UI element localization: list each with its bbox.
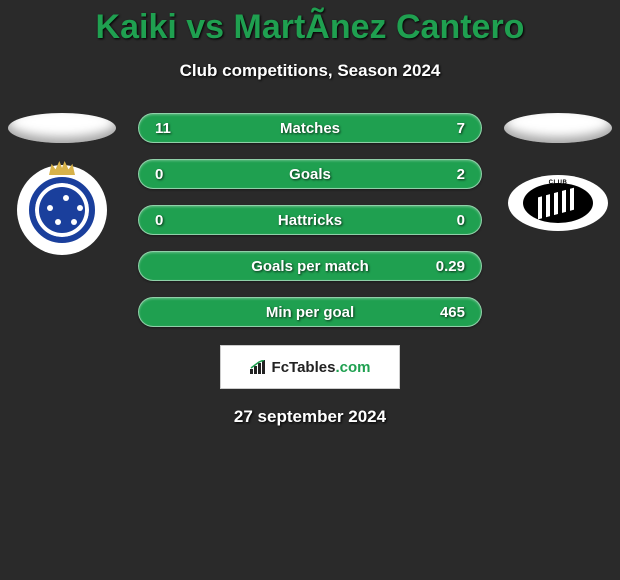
- main-row: 11 Matches 7 0 Goals 2 0 Hattricks 0 Goa…: [0, 113, 620, 327]
- stat-label: Hattricks: [278, 212, 342, 229]
- stat-right-value: 465: [440, 304, 465, 321]
- subtitle: Club competitions, Season 2024: [0, 61, 620, 81]
- left-player-column: [8, 113, 116, 255]
- stat-label: Goals per match: [251, 258, 369, 275]
- date-label: 27 september 2024: [0, 407, 620, 427]
- stat-row-goals-per-match: Goals per match 0.29: [138, 251, 482, 281]
- bar-chart-icon: [250, 360, 268, 374]
- stat-right-value: 7: [457, 120, 465, 137]
- brand-text: FcTables.com: [272, 359, 371, 376]
- crown-icon: [49, 161, 75, 175]
- comparison-card: Kaiki vs MartÃ­nez Cantero Club competit…: [0, 0, 620, 427]
- stat-right-value: 0: [457, 212, 465, 229]
- stat-row-hattricks: 0 Hattricks 0: [138, 205, 482, 235]
- stat-left-value: 11: [155, 120, 171, 137]
- brand-badge[interactable]: FcTables.com: [220, 345, 400, 389]
- stat-row-matches: 11 Matches 7: [138, 113, 482, 143]
- left-flag-icon: [8, 113, 116, 143]
- crest-inner: [29, 177, 95, 243]
- stat-row-goals: 0 Goals 2: [138, 159, 482, 189]
- stat-label: Matches: [280, 120, 340, 137]
- stat-label: Min per goal: [266, 304, 354, 321]
- stat-left-value: 0: [155, 212, 163, 229]
- stat-left-value: 0: [155, 166, 163, 183]
- stripes-icon: [538, 187, 578, 220]
- page-title: Kaiki vs MartÃ­nez Cantero: [0, 8, 620, 47]
- stat-right-value: 2: [457, 166, 465, 183]
- brand-domain: .com: [335, 359, 370, 376]
- stats-column: 11 Matches 7 0 Goals 2 0 Hattricks 0 Goa…: [134, 113, 486, 327]
- right-player-column: CLUB: [504, 113, 612, 231]
- right-flag-icon: [504, 113, 612, 143]
- right-club-crest: CLUB: [508, 175, 608, 231]
- left-club-crest: [17, 165, 107, 255]
- brand-name: FcTables: [272, 359, 336, 376]
- stat-right-value: 0.29: [436, 258, 465, 275]
- stat-label: Goals: [289, 166, 331, 183]
- crest-inner: [523, 183, 593, 223]
- stat-row-min-per-goal: Min per goal 465: [138, 297, 482, 327]
